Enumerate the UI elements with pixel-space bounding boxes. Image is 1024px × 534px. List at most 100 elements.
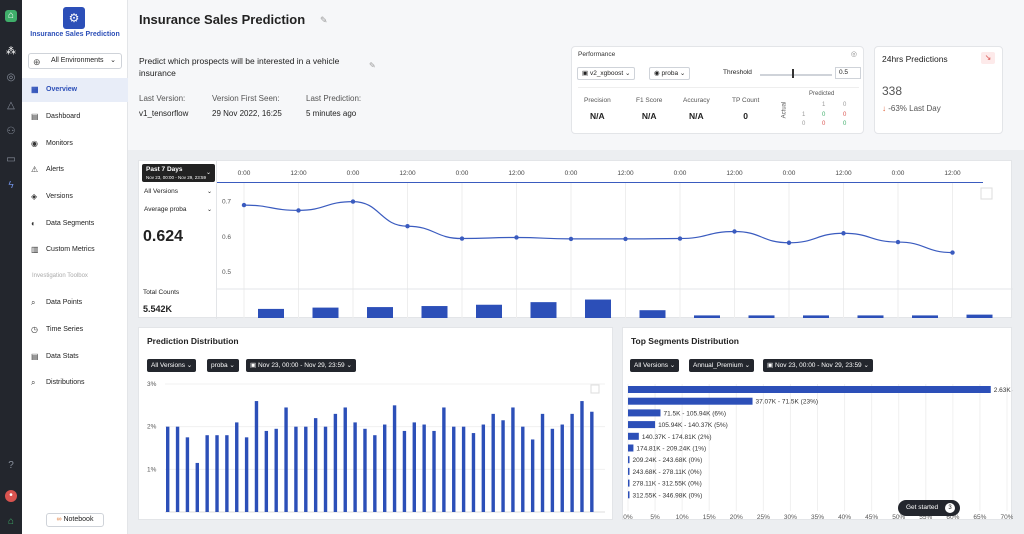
dist-metric-label: proba bbox=[211, 362, 228, 369]
edit-description-icon[interactable]: ✎ bbox=[369, 61, 376, 70]
segment-bar bbox=[628, 456, 630, 464]
page-title: Insurance Sales Prediction bbox=[139, 12, 306, 27]
last-prediction-label: Last Prediction: bbox=[306, 94, 362, 103]
alert-icon: ⚠ bbox=[31, 165, 39, 174]
date-range-select[interactable]: Past 7 Days Nov 23, 00:00 - Nov 29, 23:5… bbox=[142, 164, 215, 182]
last-prediction-value: 5 minutes ago bbox=[306, 109, 357, 118]
notebook-button[interactable]: ∞ Notebook bbox=[46, 513, 104, 527]
x-tick-label: 70% bbox=[1000, 514, 1013, 521]
get-started-button[interactable]: Get started 3 bbox=[898, 500, 960, 516]
nav-label: Data Stats bbox=[46, 353, 79, 360]
ts-version-label: All Versions bbox=[144, 188, 178, 195]
distribution-bar bbox=[304, 426, 308, 512]
nav-versions[interactable]: ◈ Versions bbox=[22, 185, 128, 209]
time-tick-label: 12:00 bbox=[944, 170, 961, 177]
y-tick-label: 2% bbox=[147, 424, 157, 431]
grid-icon: ▦ bbox=[31, 85, 39, 94]
nav-monitors[interactable]: ◉ Monitors bbox=[22, 132, 128, 156]
environment-label: All Environments bbox=[51, 57, 104, 64]
performance-card: Performance ◎ ▣ v2_xgboost ⌄ ◉ proba ⌄ T… bbox=[571, 46, 864, 134]
dist-version-select[interactable]: All Versions ⌄ bbox=[147, 359, 197, 372]
delta-value: -63% Last Day bbox=[888, 104, 941, 113]
data-point bbox=[950, 250, 955, 255]
threshold-label: Threshold bbox=[723, 69, 752, 76]
nav-data-stats[interactable]: ▤ Data Stats bbox=[22, 345, 128, 369]
nav-dashboard[interactable]: ▤ Dashboard bbox=[22, 105, 128, 129]
y-tick-label: 3% bbox=[147, 381, 157, 388]
nav-label: Versions bbox=[46, 193, 73, 200]
first-seen-value: 29 Nov 2022, 16:25 bbox=[212, 109, 282, 118]
ts-metric-select[interactable]: Average proba ⌄ bbox=[142, 203, 215, 217]
seg-feature-select[interactable]: Annual_Premium ⌄ bbox=[689, 359, 755, 372]
segment-bar bbox=[628, 467, 630, 475]
segment-bar bbox=[628, 444, 634, 452]
distribution-title: Prediction Distribution bbox=[147, 336, 239, 346]
version-select[interactable]: ▣ v2_xgboost ⌄ bbox=[577, 67, 636, 80]
data-point bbox=[677, 236, 683, 241]
distribution-bar bbox=[530, 439, 535, 512]
dist-metric-select[interactable]: proba ⌄ bbox=[207, 359, 239, 372]
total-counts-value: 5.542K bbox=[143, 304, 173, 314]
edit-title-icon[interactable]: ✎ bbox=[320, 15, 328, 25]
nav-distributions[interactable]: ⌕ Distributions bbox=[22, 371, 128, 395]
expand-icon bbox=[590, 384, 600, 394]
nav-alerts[interactable]: ⚠ Alerts bbox=[22, 158, 128, 182]
nav-data-segments[interactable]: ◐ Data Segments bbox=[22, 212, 128, 236]
sidebar: ⚙ Insurance Sales Prediction ⊕ All Envir… bbox=[22, 0, 128, 534]
distribution-bar bbox=[175, 426, 180, 512]
ts-metric-value: 0.624 bbox=[143, 228, 184, 245]
count-bar bbox=[966, 314, 993, 318]
users-icon[interactable]: ⚇ bbox=[6, 126, 16, 137]
distribution-bar bbox=[274, 428, 278, 512]
x-tick-label: 40% bbox=[838, 514, 851, 521]
seg-version-select[interactable]: All Versions ⌄ bbox=[630, 359, 680, 372]
metric-select[interactable]: ◉ proba ⌄ bbox=[649, 67, 691, 80]
warning-icon[interactable]: △ bbox=[7, 100, 15, 111]
distribution-bar bbox=[392, 405, 397, 512]
dist-date-select[interactable]: ▣ Nov 23, 00:00 - Nov 29, 23:59 ⌄ bbox=[246, 359, 356, 372]
segment-label: 140.37K - 174.81K (2%) bbox=[642, 434, 712, 441]
nav-overview[interactable]: ▦ Overview bbox=[22, 78, 128, 102]
nav-label: Custom Metrics bbox=[46, 246, 95, 253]
segment-bar bbox=[628, 397, 753, 405]
distribution-bar bbox=[471, 433, 476, 512]
nav-time-series[interactable]: ◷ Time Series bbox=[22, 318, 128, 342]
home-icon[interactable]: ⌂ bbox=[5, 10, 17, 22]
total-counts-label: Total Counts bbox=[143, 289, 180, 296]
x-tick-label: 35% bbox=[811, 514, 824, 521]
data-point bbox=[350, 199, 356, 204]
nav-label: Time Series bbox=[46, 326, 84, 333]
docs-icon[interactable]: ▭ bbox=[6, 154, 16, 165]
prediction-distribution-card: Prediction Distribution All Versions ⌄ p… bbox=[138, 327, 613, 520]
distribution-bar bbox=[185, 437, 190, 512]
threshold-knob[interactable] bbox=[792, 69, 794, 78]
bolt-icon[interactable]: ϟ bbox=[8, 180, 14, 191]
stats-icon: ▤ bbox=[31, 352, 39, 361]
performance-title: Performance bbox=[578, 51, 616, 58]
threshold-input[interactable]: 0.5 bbox=[835, 67, 861, 79]
threshold-slider[interactable] bbox=[760, 74, 832, 76]
info-icon[interactable]: ◎ bbox=[850, 51, 857, 58]
nav-custom-metrics[interactable]: ▥ Custom Metrics bbox=[22, 238, 128, 262]
x-tick-label: 15% bbox=[703, 514, 716, 521]
nav-data-points[interactable]: ⌕ Data Points bbox=[22, 291, 128, 315]
distribution-bar bbox=[205, 435, 209, 512]
activity-icon[interactable]: ◎ bbox=[6, 72, 16, 83]
seg-date-select[interactable]: ▣ Nov 23, 00:00 - Nov 29, 23:59 ⌄ bbox=[763, 359, 873, 372]
last-prediction: Last Prediction: 5 minutes ago bbox=[306, 94, 361, 118]
distribution-bar bbox=[195, 462, 199, 512]
segment-label: 71.5K - 105.94K (6%) bbox=[663, 410, 726, 417]
count-bar bbox=[530, 302, 557, 318]
nav-label: Dashboard bbox=[46, 113, 81, 120]
time-tick-label: 12:00 bbox=[617, 170, 634, 177]
distribution-bar bbox=[432, 430, 436, 512]
ts-version-select[interactable]: All Versions ⌄ bbox=[142, 185, 215, 199]
distribution-bar bbox=[343, 407, 347, 512]
count-bar bbox=[803, 315, 829, 318]
help-icon[interactable]: ? bbox=[8, 460, 14, 471]
environment-select[interactable]: ⊕ All Environments ⌄ bbox=[28, 53, 122, 69]
distribution-bar bbox=[461, 426, 466, 512]
user-avatar-icon[interactable]: • bbox=[5, 490, 17, 502]
models-icon[interactable]: ⁂ bbox=[6, 46, 16, 57]
data-point bbox=[459, 236, 465, 241]
